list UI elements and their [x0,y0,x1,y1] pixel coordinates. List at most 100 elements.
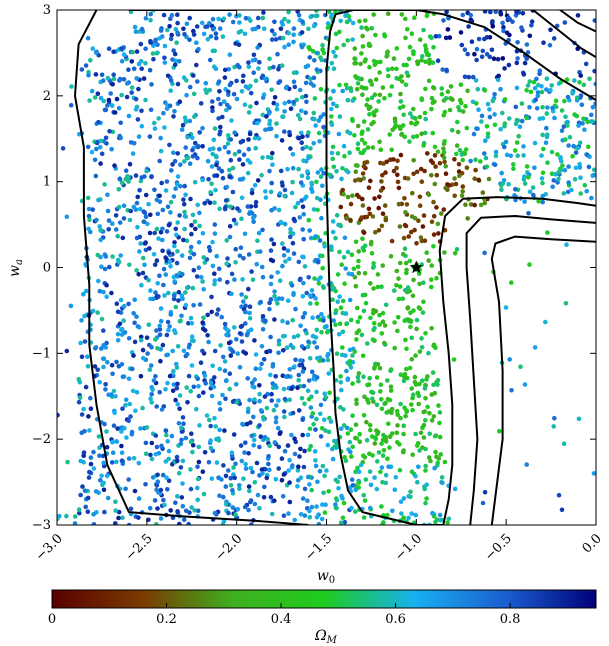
scatter-point [269,37,275,42]
scatter-point [222,368,228,374]
scatter-point [135,117,141,122]
scatter-point [429,263,435,268]
scatter-point [358,150,364,156]
scatter-point [253,203,258,209]
scatter-point [140,270,146,276]
scatter-point [94,140,100,146]
scatter-point [420,224,426,229]
scatter-point [371,321,377,326]
scatter-point [148,212,153,218]
scatter-point [153,37,158,43]
scatter-point [398,372,404,378]
scatter-point [418,235,424,240]
scatter-point [175,510,181,515]
scatter-point [137,249,142,254]
scatter-point [442,139,447,144]
scatter-point [340,187,346,193]
scatter-point [590,119,595,124]
scatter-point [162,125,167,130]
scatter-point [582,183,588,188]
scatter-point [396,276,401,281]
scatter-point [333,502,338,507]
scatter-point [168,264,173,269]
scatter-point [133,408,138,414]
scatter-point [427,410,432,416]
scatter-point [359,131,365,136]
scatter-point [329,122,335,127]
scatter-point [109,460,115,465]
scatter-point [192,508,197,513]
scatter-point [419,179,425,184]
scatter-point [215,307,221,312]
scatter-point [111,76,117,82]
scatter-point [273,37,279,42]
scatter-point [350,353,355,358]
scatter-point [182,183,187,189]
scatter-point [376,99,381,104]
scatter-point [201,31,207,37]
scatter-point [416,401,422,407]
y-axis-label: wa [7,259,25,277]
scatter-point [159,407,165,412]
scatter-point [543,319,548,325]
scatter-point [406,515,411,521]
scatter-point [148,452,153,458]
scatter-point [320,358,326,363]
scatter-point [549,83,554,88]
scatter-point [121,203,127,209]
scatter-point [187,37,192,43]
scatter-point [371,261,376,266]
scatter-point [221,354,226,360]
scatter-point [414,326,419,332]
scatter-point [464,125,470,131]
scatter-point [423,130,428,136]
scatter-point [233,512,238,517]
scatter-point [422,386,428,391]
scatter-point [578,93,584,98]
scatter-point [410,134,416,140]
scatter-point [359,51,364,56]
scatter-point [299,108,304,114]
scatter-point [124,435,129,440]
scatter-point [303,110,309,115]
scatter-point [210,151,215,157]
scatter-point [160,226,165,232]
scatter-point [224,261,229,267]
scatter-point [386,73,391,79]
scatter-point [102,107,108,113]
scatter-point [490,24,496,29]
contour-outer [74,10,309,525]
scatter-point [257,423,262,428]
scatter-point [401,431,406,437]
y-tick-label: 0 [43,261,51,276]
scatter-point [447,183,452,188]
scatter-point [88,406,94,412]
scatter-point [377,322,383,327]
scatter-point [143,482,148,487]
scatter-point [423,331,428,336]
scatter-point [401,235,407,241]
scatter-point [271,407,277,413]
scatter-point [389,238,395,244]
scatter-point [178,162,183,167]
scatter-point [371,58,377,64]
scatter-point [108,91,113,96]
scatter-point [460,157,466,163]
scatter-point [355,141,361,146]
scatter-point [220,114,225,120]
scatter-point [300,146,306,151]
scatter-point [561,124,567,129]
scatter-point [340,166,345,171]
scatter-point [128,506,134,512]
scatter-point [93,489,99,494]
scatter-point [383,170,388,175]
scatter-point [365,397,370,402]
scatter-point [411,171,416,177]
scatter-point [197,423,202,428]
scatter-point [88,395,93,401]
scatter-point [474,57,479,63]
scatter-point [309,369,315,375]
scatter-point [216,79,222,84]
scatter-point [295,10,300,14]
